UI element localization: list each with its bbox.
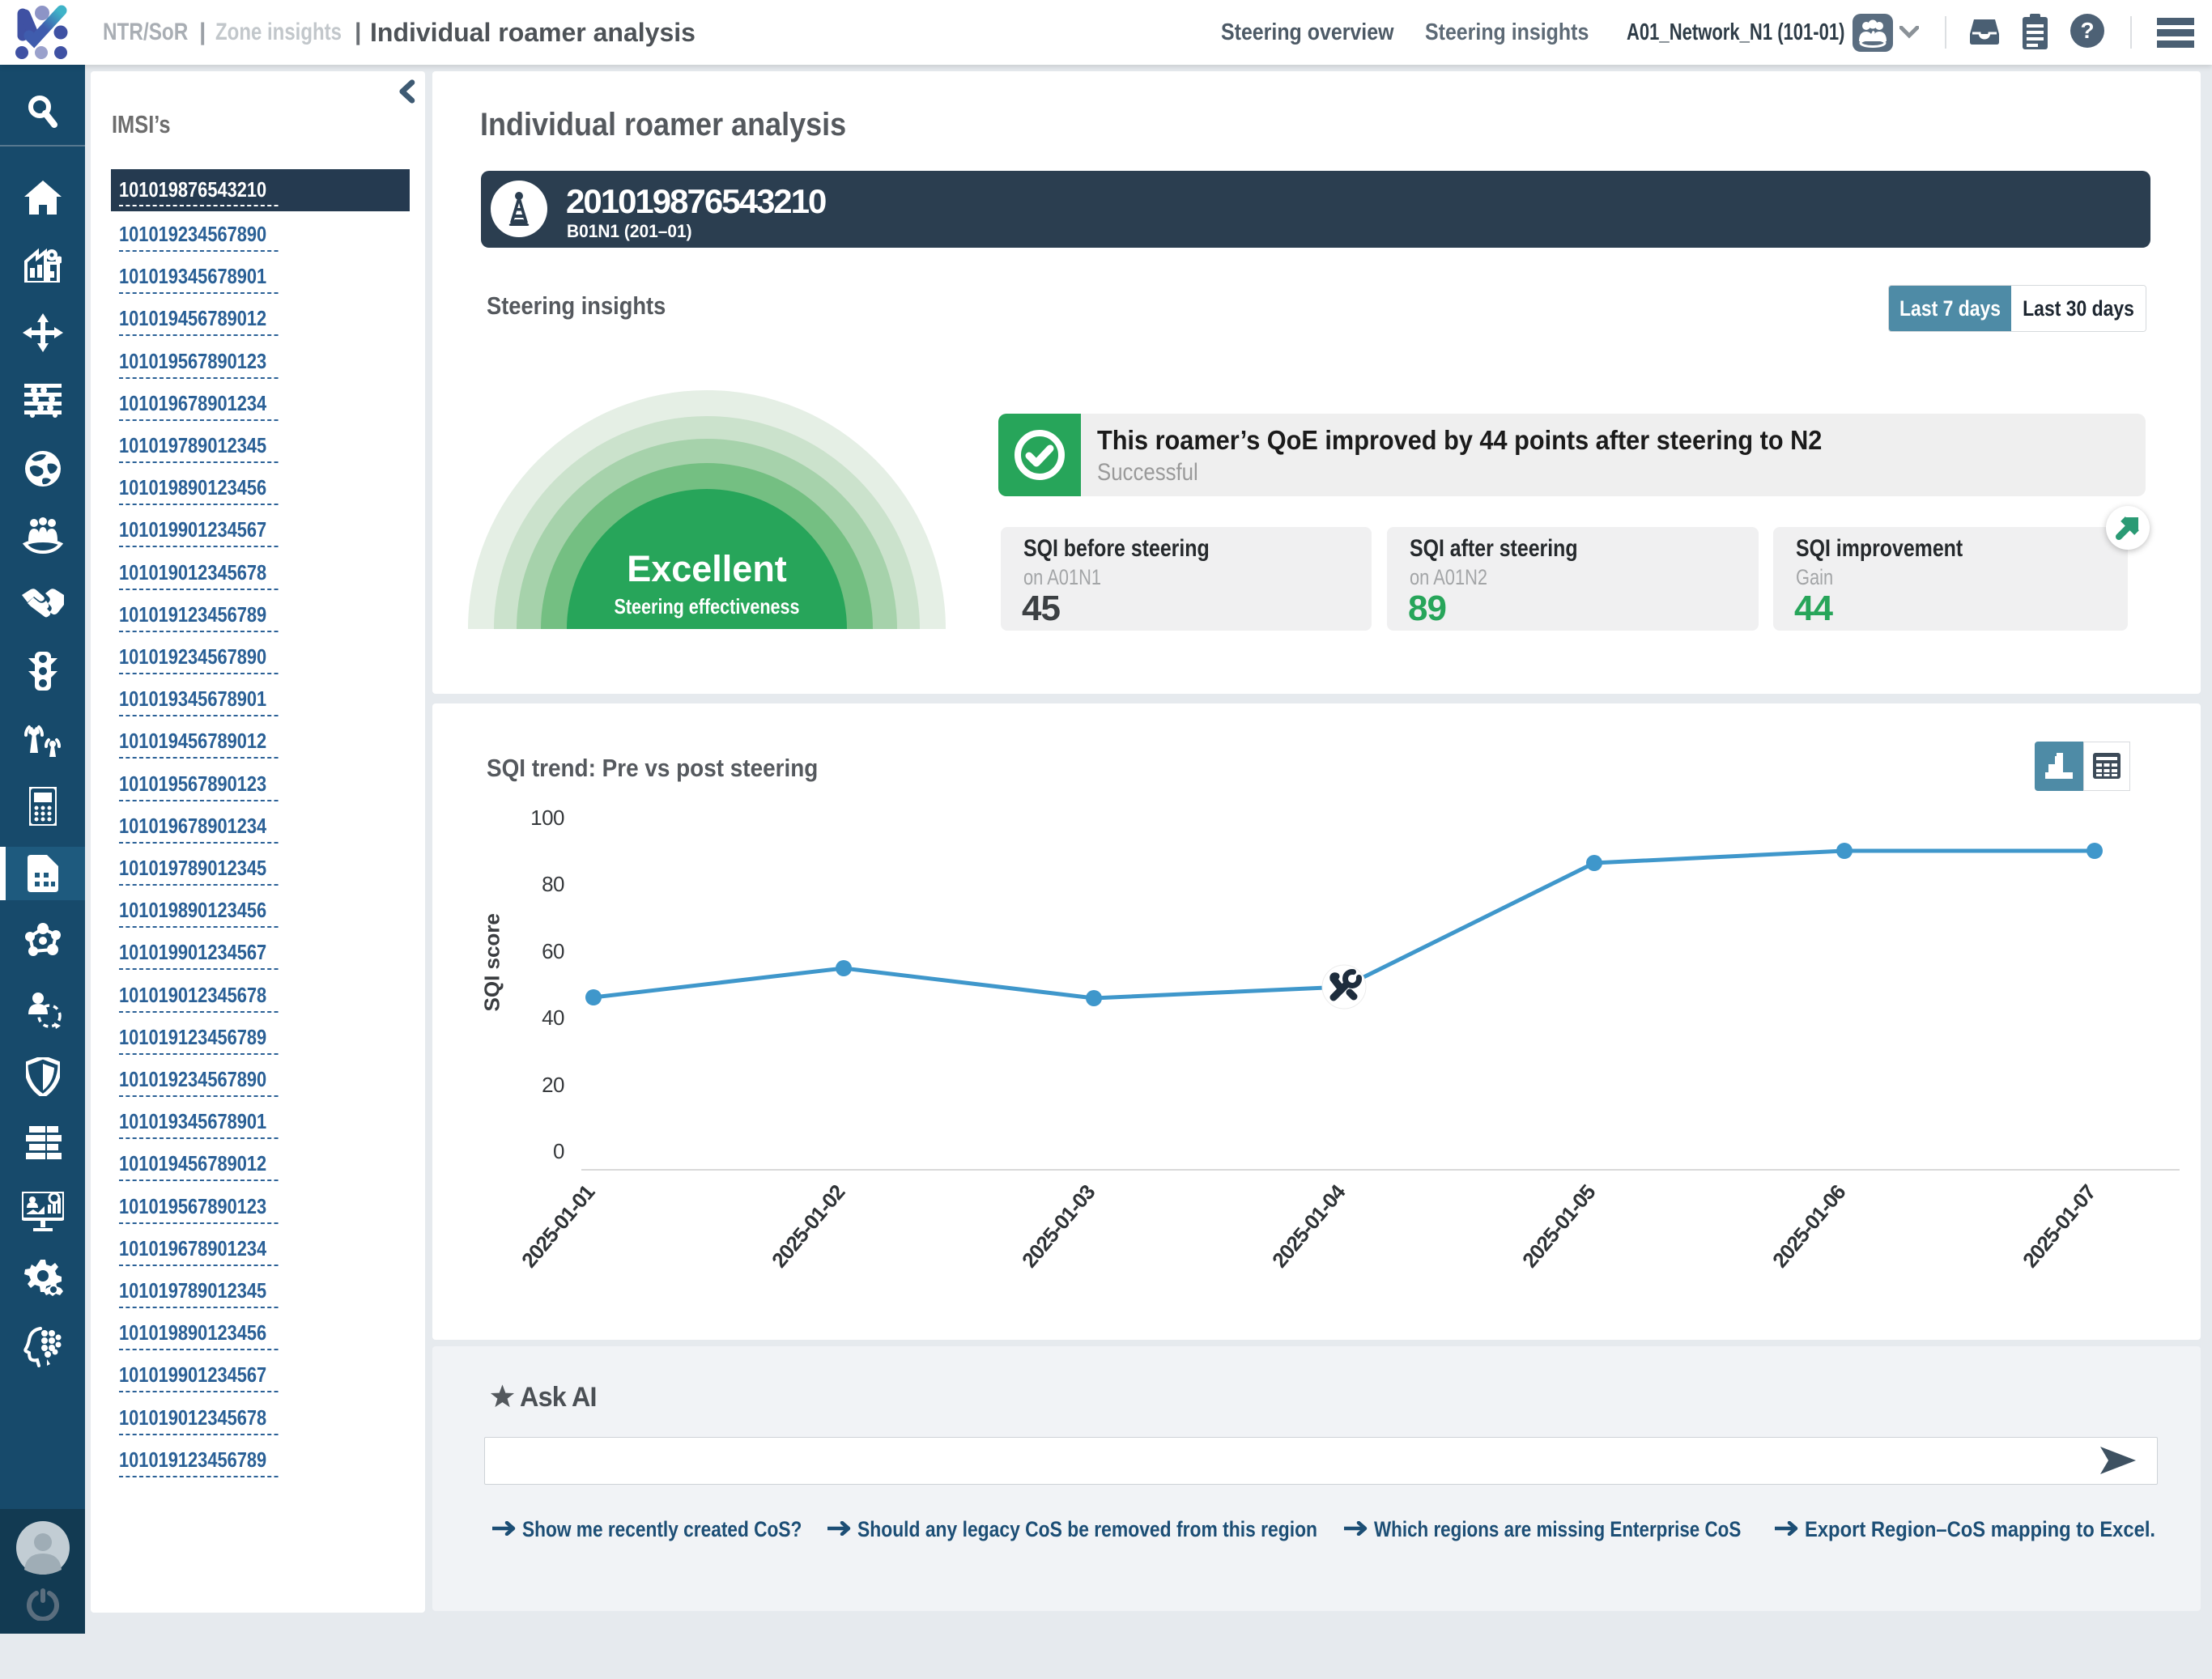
svg-text:?: ? [2080, 18, 2094, 43]
